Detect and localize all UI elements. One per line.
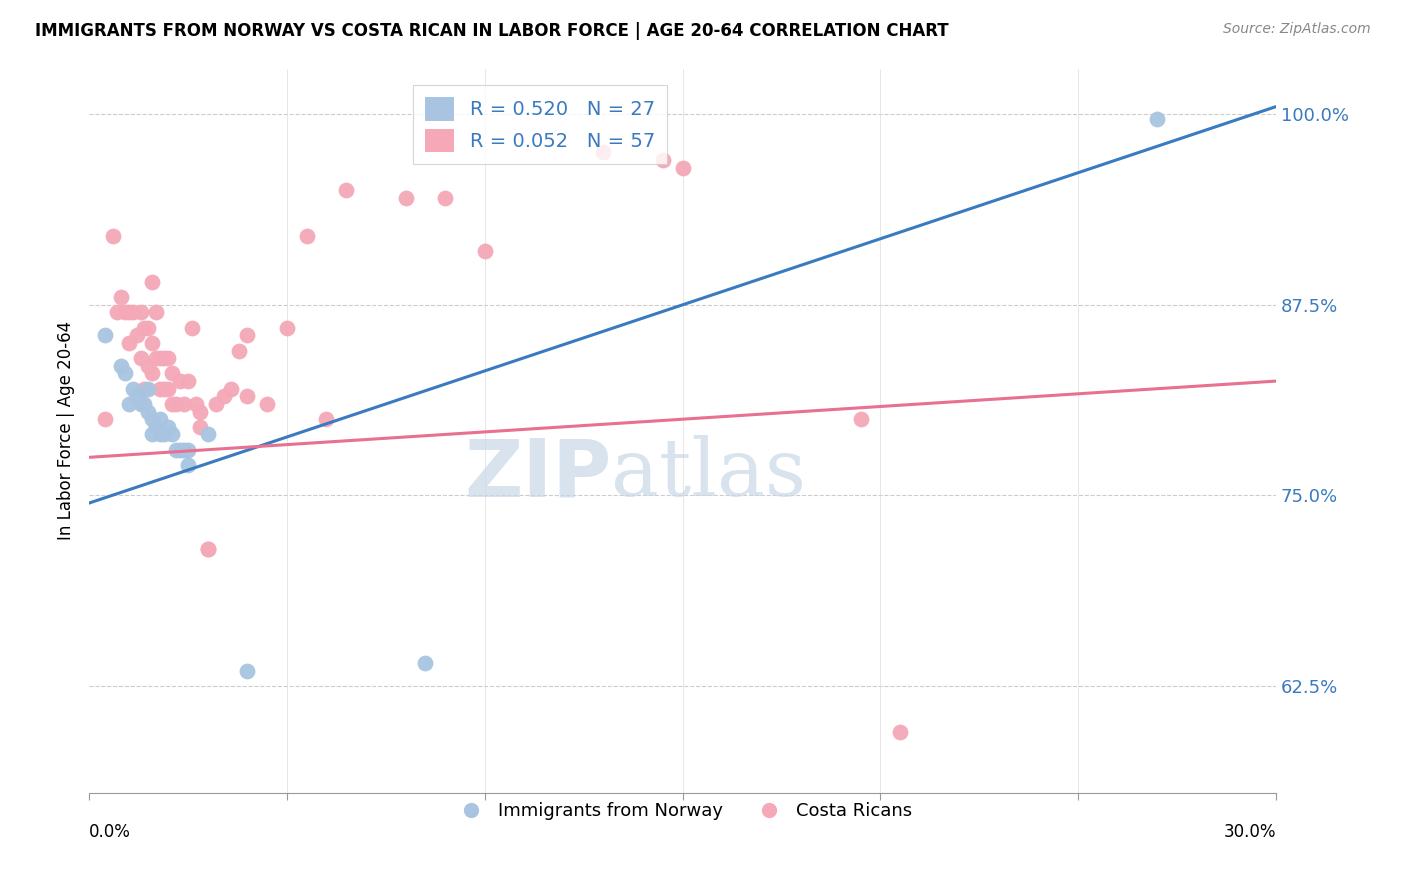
Point — [173, 442, 195, 457]
Point — [165, 442, 187, 457]
Point — [141, 275, 163, 289]
Point — [153, 351, 176, 366]
Point — [149, 427, 172, 442]
Text: 30.0%: 30.0% — [1223, 823, 1277, 841]
Point — [177, 374, 200, 388]
Point — [276, 320, 298, 334]
Point — [105, 305, 128, 319]
Point — [141, 412, 163, 426]
Point — [157, 351, 180, 366]
Point — [129, 351, 152, 366]
Point — [474, 244, 496, 259]
Text: ZIP: ZIP — [464, 435, 612, 513]
Point — [149, 351, 172, 366]
Point — [181, 320, 204, 334]
Point — [138, 382, 160, 396]
Point — [94, 328, 117, 343]
Text: 0.0%: 0.0% — [89, 823, 131, 841]
Point — [188, 420, 211, 434]
Point — [221, 382, 243, 396]
Point — [173, 397, 195, 411]
Point — [129, 397, 152, 411]
Point — [110, 290, 132, 304]
Text: Source: ZipAtlas.com: Source: ZipAtlas.com — [1223, 22, 1371, 37]
Point — [165, 397, 187, 411]
Point — [145, 420, 167, 434]
Point — [149, 382, 172, 396]
Point — [651, 153, 673, 167]
Text: IMMIGRANTS FROM NORWAY VS COSTA RICAN IN LABOR FORCE | AGE 20-64 CORRELATION CHA: IMMIGRANTS FROM NORWAY VS COSTA RICAN IN… — [35, 22, 949, 40]
Point — [125, 328, 148, 343]
Point — [236, 389, 259, 403]
Point — [434, 191, 457, 205]
Point — [153, 382, 176, 396]
Point — [138, 359, 160, 373]
Point — [129, 305, 152, 319]
Point — [141, 367, 163, 381]
Point — [134, 397, 156, 411]
Point — [157, 420, 180, 434]
Point — [153, 427, 176, 442]
Point — [160, 367, 183, 381]
Point — [295, 229, 318, 244]
Point — [177, 458, 200, 472]
Point — [197, 541, 219, 556]
Point — [335, 184, 357, 198]
Point — [169, 374, 191, 388]
Point — [138, 404, 160, 418]
Point — [101, 229, 124, 244]
Point — [125, 389, 148, 403]
Point — [114, 367, 136, 381]
Point — [212, 389, 235, 403]
Point — [204, 397, 226, 411]
Point — [315, 412, 337, 426]
Point — [394, 191, 416, 205]
Text: atlas: atlas — [612, 435, 807, 513]
Point — [134, 320, 156, 334]
Point — [236, 328, 259, 343]
Point — [671, 161, 693, 175]
Point — [121, 305, 143, 319]
Point — [415, 656, 437, 670]
Point — [117, 335, 139, 350]
Point — [160, 397, 183, 411]
Point — [1146, 112, 1168, 126]
Point — [117, 397, 139, 411]
Point — [138, 320, 160, 334]
Y-axis label: In Labor Force | Age 20-64: In Labor Force | Age 20-64 — [58, 321, 75, 541]
Point — [256, 397, 278, 411]
Point — [141, 427, 163, 442]
Point — [889, 724, 911, 739]
Point — [94, 412, 117, 426]
Point — [197, 427, 219, 442]
Point — [110, 359, 132, 373]
Point — [145, 305, 167, 319]
Point — [197, 541, 219, 556]
Point — [141, 335, 163, 350]
Point — [149, 412, 172, 426]
Point — [184, 397, 207, 411]
Point — [117, 305, 139, 319]
Point — [145, 351, 167, 366]
Point — [177, 442, 200, 457]
Point — [236, 664, 259, 678]
Point — [228, 343, 250, 358]
Point — [592, 145, 614, 160]
Point — [114, 305, 136, 319]
Point — [160, 427, 183, 442]
Point — [188, 404, 211, 418]
Point — [169, 442, 191, 457]
Point — [121, 382, 143, 396]
Legend: Immigrants from Norway, Costa Ricans: Immigrants from Norway, Costa Ricans — [446, 795, 920, 827]
Point — [849, 412, 872, 426]
Point — [157, 382, 180, 396]
Point — [134, 382, 156, 396]
